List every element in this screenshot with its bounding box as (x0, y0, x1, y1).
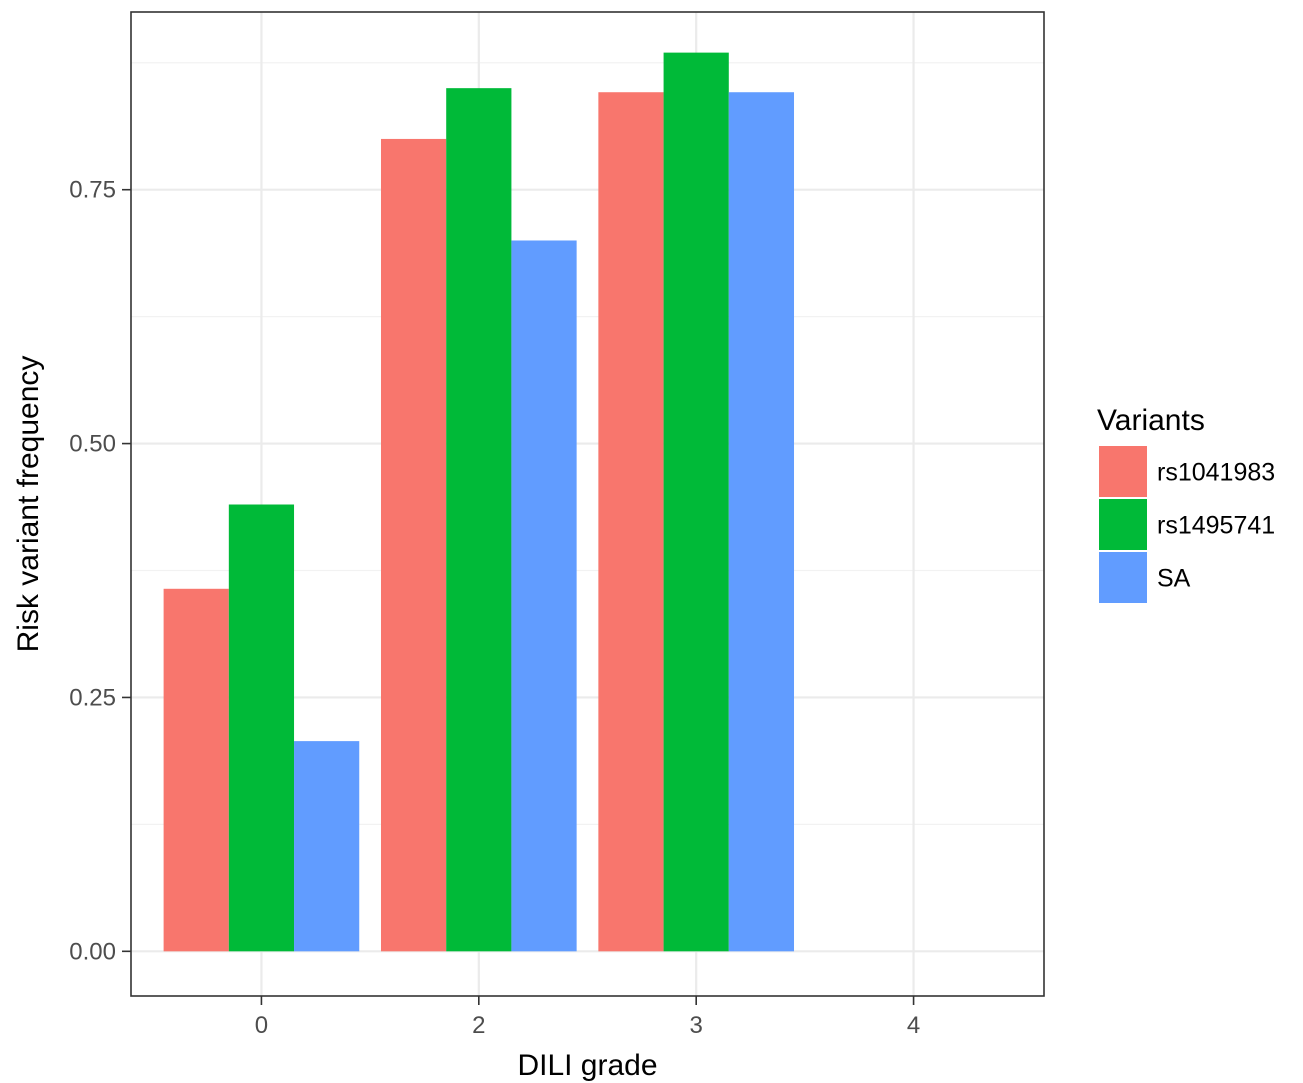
legend: Variants rs1041983 rs1495741 SA (1097, 404, 1275, 603)
y-tick-label: 0.25 (69, 684, 116, 711)
legend-key-rs1495741 (1099, 499, 1147, 550)
x-tick-label: 2 (472, 1012, 485, 1039)
x-tick-label: 0 (255, 1012, 268, 1039)
bars-layer (163, 52, 795, 952)
x-axis-title: DILI grade (517, 1049, 657, 1082)
legend-label: rs1495741 (1157, 512, 1275, 540)
y-axis-title: Risk variant frequency (12, 356, 45, 653)
bar-SA-grade-3 (728, 92, 795, 952)
bar-rs1495741-grade-3 (663, 52, 729, 952)
x-tick-label: 3 (690, 1012, 703, 1039)
bar-rs1041983-grade-2 (380, 138, 447, 952)
bar-rs1495741-grade-2 (446, 88, 512, 952)
legend-label: rs1041983 (1157, 459, 1275, 487)
bar-SA-grade-2 (511, 240, 577, 952)
bar-rs1041983-grade-3 (598, 92, 664, 952)
bar-rs1041983-grade-0 (163, 588, 229, 952)
legend-key-rs1041983 (1099, 446, 1147, 497)
bar-SA-grade-0 (294, 741, 360, 952)
panel-border (130, 11, 1045, 997)
axes-layer: 0.00 0.25 0.50 0.75 0 2 3 4 (69, 177, 920, 1039)
legend-key-SA (1099, 552, 1147, 603)
legend-title: Variants (1097, 404, 1205, 437)
legend-label: SA (1157, 565, 1191, 593)
y-tick-label: 0.00 (69, 938, 116, 965)
y-tick-label: 0.50 (69, 431, 116, 458)
x-tick-label: 4 (907, 1012, 920, 1039)
y-tick-label: 0.75 (69, 177, 116, 204)
bar-rs1495741-grade-0 (228, 504, 295, 952)
